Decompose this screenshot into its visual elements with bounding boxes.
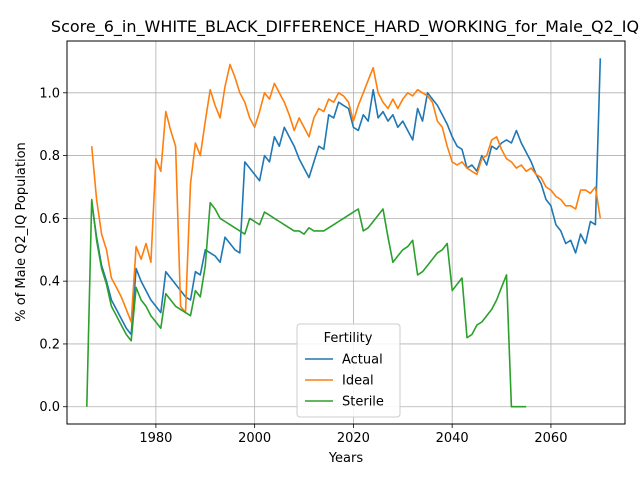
x-tick-label: 2040 (436, 431, 469, 446)
y-tick-label: 0.4 (39, 275, 60, 290)
y-tick-label: 0.6 (39, 212, 60, 227)
axis-ticks: 1980 2000 2020 2040 2060 0.0 0.2 0.4 0.6 0.8 1.0 (39, 86, 567, 446)
grid (67, 41, 625, 424)
x-tick-label: 2020 (337, 431, 370, 446)
legend-title: Fertility (324, 331, 373, 346)
y-tick-label: 0.8 (39, 149, 60, 164)
legend-label-actual: Actual (342, 353, 383, 368)
y-axis-label: % of Male Q2_IQ Population (14, 142, 29, 322)
y-tick-label: 0.0 (39, 400, 60, 415)
x-tick-label: 2000 (238, 431, 271, 446)
legend-box (296, 323, 401, 418)
y-tick-label: 1.0 (39, 86, 60, 101)
legend-label-sterile: Sterile (342, 395, 384, 410)
x-tick-label: 2060 (534, 431, 567, 446)
series-lines (86, 58, 602, 408)
legend: Fertility Actual Ideal Sterile (296, 323, 401, 418)
legend-label-ideal: Ideal (342, 374, 374, 389)
plot-frame (66, 40, 626, 425)
series-line-sterile (86, 198, 527, 408)
x-tick-label: 1980 (139, 431, 172, 446)
series-line-ideal (90, 63, 602, 323)
x-axis-label: Years (328, 451, 364, 466)
y-tick-label: 0.2 (39, 337, 60, 352)
series-line-actual (90, 58, 602, 336)
chart-title: Score_6_in_WHITE_BLACK_DIFFERENCE_HARD_W… (51, 17, 639, 37)
